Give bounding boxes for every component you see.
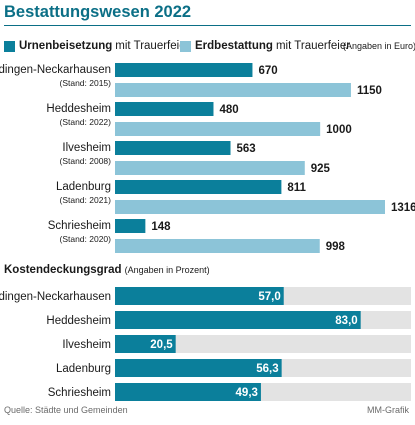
value-label: 49,3 [236, 387, 258, 399]
section2-title: Kostendeckungsgrad [4, 264, 122, 276]
bar-urn [115, 180, 282, 194]
legend-item-earth: Erdbestattung mit Trauerfeier [180, 39, 350, 53]
value-label: 811 [287, 182, 306, 194]
chart-title: Bestattungswesen 2022 [4, 3, 192, 21]
title-rule [4, 25, 411, 26]
legend-urn-bold: Urnenbeisetzung [19, 40, 113, 52]
bar-urn [115, 219, 146, 233]
value-label: 1316 [391, 202, 415, 214]
coverage-bar-chart: Edingen-Neckarhausen 57,0 Heddesheim 83,0 Il… [0, 287, 411, 401]
legend-urn-rest: mit Trauerfeier [115, 40, 190, 52]
bar-earth [115, 200, 385, 214]
bar-urn [115, 63, 253, 77]
category-note: (Stand: 2008) [59, 156, 111, 166]
value-label: 20,5 [150, 339, 173, 351]
value-label: 57,0 [258, 291, 280, 303]
unit-label: (Angaben in Euro) [343, 41, 415, 51]
value-label: 563 [237, 143, 256, 155]
category-label: Ilvesheim [62, 339, 111, 351]
bar-coverage [115, 359, 282, 377]
category-label: Schriesheim [48, 220, 111, 232]
bar-urn [115, 141, 231, 155]
value-label: 670 [258, 65, 277, 77]
value-label: 925 [311, 163, 331, 175]
value-label: 480 [219, 104, 238, 116]
bar-coverage [115, 335, 176, 353]
category-note: (Stand: 2021) [59, 195, 111, 205]
value-label: 1150 [357, 85, 382, 97]
category-label: Ilvesheim [62, 142, 111, 154]
category-label: Ladenburg [56, 181, 111, 193]
bar-track [115, 335, 411, 353]
cost-bar-chart: Edingen-Neckarhausen (Stand: 2015) 670 1150… [0, 63, 415, 253]
category-label: Ladenburg [56, 363, 111, 375]
legend-item-urn: Urnenbeisetzung mit Trauerfeier [4, 39, 189, 53]
bar-earth [115, 122, 321, 136]
section2-subtitle: (Angaben in Prozent) [124, 265, 210, 275]
category-note: (Stand: 2015) [59, 78, 111, 88]
category-label: Heddesheim [46, 315, 111, 327]
category-note: (Stand: 2022) [59, 117, 111, 127]
value-label: 56,3 [256, 363, 278, 375]
bar-earth [115, 161, 305, 175]
category-label: Edingen-Neckarhausen [0, 64, 111, 76]
bar-coverage [115, 311, 361, 329]
value-label: 1000 [326, 124, 352, 136]
bar-earth [115, 83, 351, 97]
graphic-credit: MM-Grafik [367, 405, 409, 415]
value-label: 83,0 [335, 315, 357, 327]
category-label: Edingen-Neckarhausen [0, 291, 111, 303]
legend-swatch-urn [4, 40, 15, 52]
legend-swatch-earth [180, 40, 191, 52]
section2-heading: Kostendeckungsgrad (Angaben in Prozent) [4, 264, 210, 276]
bar-coverage [115, 383, 261, 401]
legend-earth-bold: Erdbestattung [195, 40, 273, 52]
category-note: (Stand: 2020) [59, 234, 111, 244]
value-label: 998 [326, 241, 346, 253]
value-label: 148 [151, 221, 171, 233]
source-note: Quelle: Städte und Gemeinden [4, 405, 128, 415]
category-label: Heddesheim [46, 103, 111, 115]
bar-urn [115, 102, 214, 116]
legend-earth-rest: mit Trauerfeier [275, 40, 351, 52]
category-label: Schriesheim [48, 387, 111, 399]
bar-coverage [115, 287, 284, 305]
bar-earth [115, 239, 320, 253]
